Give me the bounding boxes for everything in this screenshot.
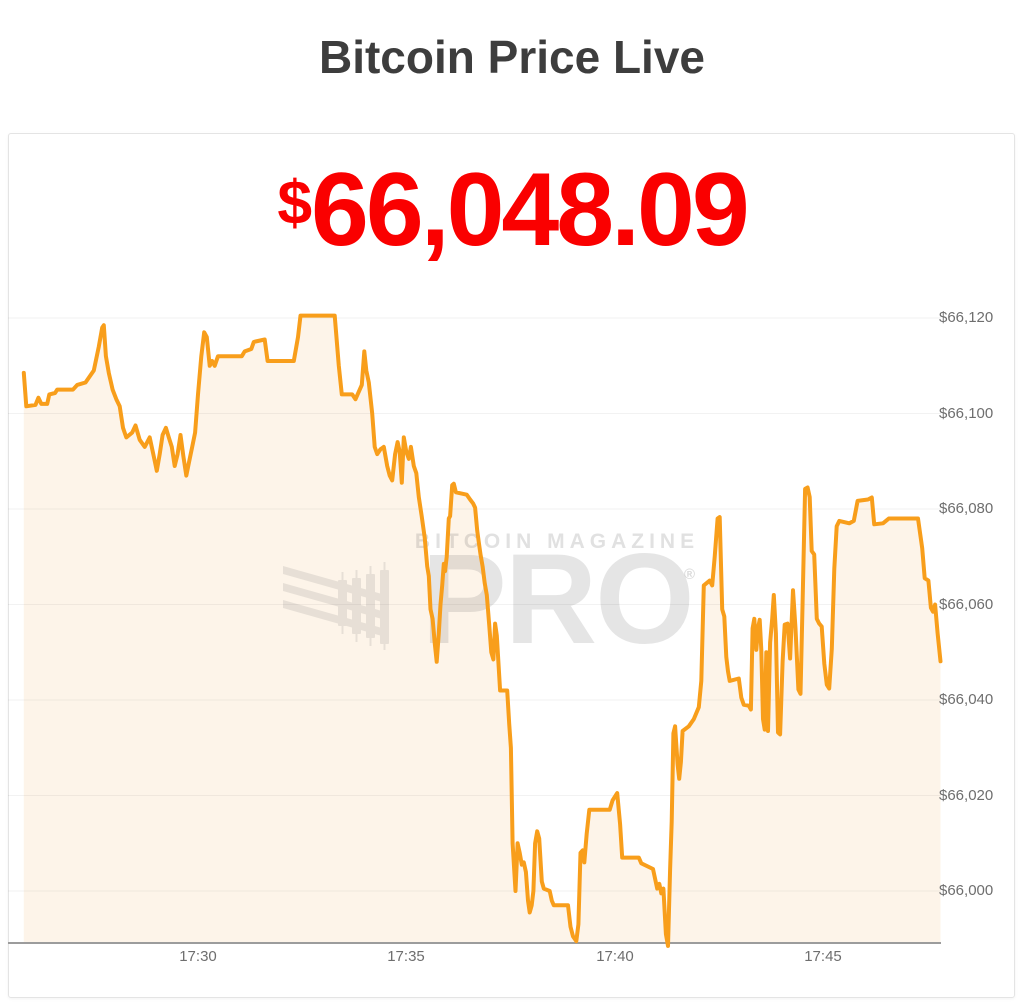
y-axis-label: $66,080: [939, 500, 994, 517]
y-axis-label: $66,120: [939, 309, 994, 326]
y-axis-label: $66,100: [939, 405, 994, 422]
price-display: $66,048.09: [0, 158, 1024, 262]
currency-symbol: $: [277, 169, 312, 239]
x-axis-label: 17:35: [387, 948, 425, 965]
price-chart[interactable]: [8, 290, 941, 943]
x-axis-label: 17:45: [804, 948, 842, 965]
x-axis-label: 17:30: [179, 948, 217, 965]
y-axis-label: $66,060: [939, 596, 994, 613]
y-axis-label: $66,040: [939, 691, 994, 708]
x-axis-label: 17:40: [596, 948, 634, 965]
page-title: Bitcoin Price Live: [318, 31, 705, 83]
price-amount: 66,048.09: [311, 152, 750, 268]
y-axis-label: $66,000: [939, 882, 994, 899]
y-axis-label: $66,020: [939, 787, 994, 804]
